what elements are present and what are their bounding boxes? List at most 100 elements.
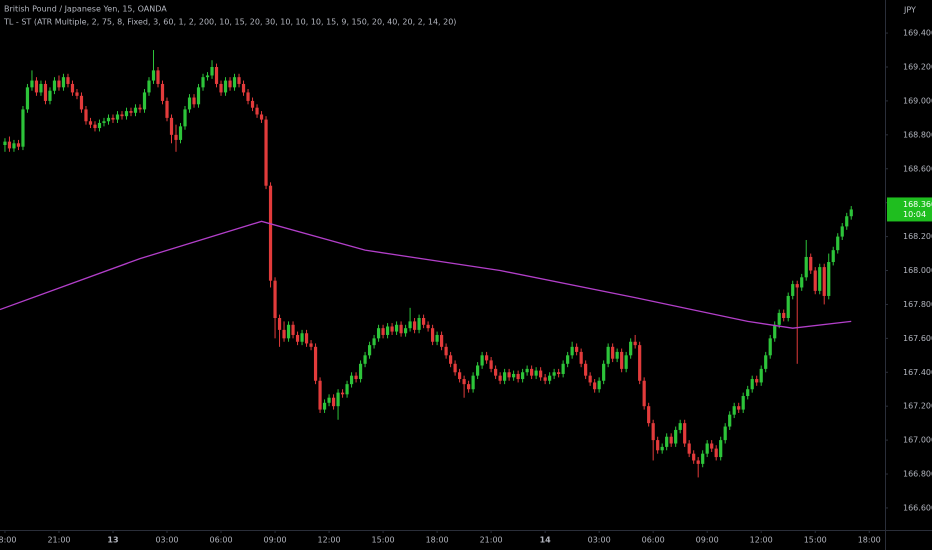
candle-body bbox=[611, 346, 615, 359]
candle-body bbox=[358, 363, 363, 380]
candle-body bbox=[372, 338, 376, 346]
currency-label: JPY bbox=[903, 6, 916, 15]
candle-body bbox=[462, 379, 466, 385]
candle-body bbox=[277, 318, 282, 330]
candle-body bbox=[561, 363, 565, 374]
y-tick-label: 169.400 bbox=[903, 29, 932, 38]
candle-body bbox=[660, 446, 664, 451]
candle-body bbox=[192, 97, 196, 105]
candle-body bbox=[21, 109, 25, 147]
candle-body bbox=[732, 406, 736, 415]
candle-body bbox=[25, 87, 30, 110]
candle-body bbox=[268, 185, 273, 281]
candle-body bbox=[728, 414, 732, 427]
candle-body bbox=[97, 122, 102, 129]
candle-body bbox=[120, 114, 124, 117]
candle-body bbox=[669, 436, 673, 444]
candle-body bbox=[201, 77, 205, 88]
candle-body bbox=[223, 80, 228, 93]
candle-body bbox=[773, 324, 777, 339]
x-tick-label: 12:00 bbox=[750, 536, 773, 545]
x-tick-label: 18:00 bbox=[0, 536, 16, 545]
y-tick-label: 169.000 bbox=[903, 96, 932, 105]
x-tick-label: 12:00 bbox=[318, 536, 341, 545]
candle-body bbox=[507, 372, 511, 378]
candle-body bbox=[147, 80, 151, 93]
candle-body bbox=[376, 328, 381, 339]
candle-body bbox=[633, 341, 637, 346]
candle-body bbox=[840, 226, 844, 237]
candle-body bbox=[421, 318, 426, 325]
candle-body bbox=[795, 284, 799, 288]
candle-body bbox=[813, 270, 817, 291]
candle-body bbox=[39, 83, 43, 93]
y-tick-label: 167.800 bbox=[903, 300, 932, 309]
candle-body bbox=[570, 346, 574, 356]
last-price-tag bbox=[887, 197, 932, 222]
candle-body bbox=[800, 277, 804, 288]
candle-body bbox=[138, 107, 142, 110]
candle-body bbox=[313, 346, 318, 381]
candle-body bbox=[264, 119, 268, 186]
candle-body bbox=[494, 368, 498, 376]
candle-body bbox=[214, 66, 219, 84]
candle-body bbox=[255, 107, 259, 115]
candle-body bbox=[142, 92, 147, 110]
candle-body bbox=[61, 77, 66, 88]
candle-body bbox=[133, 107, 138, 113]
candle-body bbox=[273, 280, 277, 318]
candle-body bbox=[849, 209, 853, 217]
y-tick-label: 166.800 bbox=[903, 470, 932, 479]
candle-body bbox=[534, 370, 538, 376]
candle-body bbox=[552, 372, 556, 376]
candle-body bbox=[322, 402, 327, 410]
candle-body bbox=[804, 256, 808, 278]
candle-body bbox=[336, 392, 340, 407]
candle-body bbox=[710, 443, 714, 449]
y-tick-label: 168.000 bbox=[903, 266, 932, 275]
y-tick-label: 167.600 bbox=[903, 334, 932, 343]
candle-body bbox=[169, 117, 174, 135]
candle-body bbox=[665, 436, 669, 447]
x-tick-label: 06:00 bbox=[209, 536, 232, 545]
candle-body bbox=[381, 328, 385, 335]
candle-body bbox=[746, 389, 750, 397]
candle-body bbox=[593, 382, 597, 390]
candle-body bbox=[106, 117, 111, 122]
candle-body bbox=[638, 345, 642, 381]
candle-body bbox=[205, 75, 210, 78]
candle-body bbox=[539, 370, 543, 378]
candle-body bbox=[629, 341, 633, 356]
last-price-label: 168.360 bbox=[903, 200, 932, 209]
candle-body bbox=[129, 111, 133, 113]
candle-body bbox=[615, 351, 619, 359]
candle-body bbox=[102, 121, 106, 123]
candle-body bbox=[156, 70, 160, 84]
x-tick-label: 18:00 bbox=[858, 536, 881, 545]
y-tick-label: 169.200 bbox=[903, 62, 932, 71]
candle-body bbox=[836, 236, 840, 251]
candle-body bbox=[417, 318, 421, 330]
candle-body bbox=[566, 355, 570, 364]
candle-body bbox=[88, 121, 93, 125]
candle-body bbox=[228, 80, 232, 88]
candle-body bbox=[435, 334, 439, 342]
candle-body bbox=[458, 372, 462, 380]
candle-body bbox=[394, 324, 399, 332]
candle-body bbox=[79, 95, 84, 110]
candle-body bbox=[521, 372, 525, 380]
candle-body bbox=[809, 256, 813, 271]
chart-title: British Pound / Japanese Yen, 15, OANDA bbox=[4, 5, 167, 14]
candle-body bbox=[575, 346, 579, 352]
candle-body bbox=[467, 384, 471, 390]
candle-body bbox=[687, 443, 691, 454]
candle-body bbox=[764, 355, 768, 369]
candle-body bbox=[476, 365, 480, 376]
candle-body bbox=[701, 453, 705, 464]
candle-body bbox=[719, 440, 723, 458]
candle-body bbox=[363, 355, 367, 364]
candle-body bbox=[354, 375, 358, 380]
candle-body bbox=[741, 396, 745, 410]
x-tick-label: 18:00 bbox=[426, 536, 449, 545]
